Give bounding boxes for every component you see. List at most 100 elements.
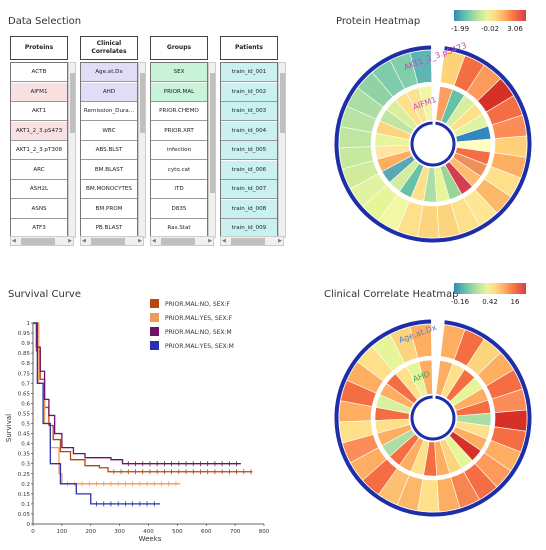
column-list[interactable]: train_id_001 train_id_002 train_id_003 trai… — [220, 62, 278, 240]
list-item[interactable]: AIFM1 — [11, 82, 67, 102]
scrollbar-thumb[interactable] — [210, 73, 215, 193]
survival-series-line — [33, 322, 161, 505]
list-item[interactable]: train_id_005 — [221, 141, 277, 160]
y-tick-label: 0.2 — [21, 482, 30, 488]
scrollbar-thumb[interactable] — [91, 238, 125, 245]
y-tick-label: 0.95 — [18, 331, 31, 337]
column-list[interactable]: SEX PRIOR.MAL PRIOR.CHEMO PRIOR.XRT infectio… — [150, 62, 208, 240]
column-patients: Patients train_id_001 train_id_002 train_id… — [220, 36, 278, 250]
list-item[interactable]: ITD — [151, 180, 207, 199]
list-item[interactable]: D835 — [151, 199, 207, 219]
scrollbar-thumb[interactable] — [70, 73, 75, 133]
x-tick-label: 100 — [57, 529, 68, 535]
scroll-right-icon[interactable]: ▶ — [68, 238, 72, 244]
y-tick-label: 0.5 — [21, 422, 30, 428]
scroll-left-icon[interactable]: ◀ — [12, 238, 16, 244]
list-item[interactable]: AKT1 — [11, 102, 67, 121]
list-item[interactable]: WBC — [81, 121, 137, 141]
list-item[interactable]: ASH2L — [11, 180, 67, 199]
legend-label[interactable]: PRIOR.MAL:NO, SEX:F — [165, 301, 231, 308]
list-item[interactable]: ACTB — [11, 63, 67, 82]
horizontal-scrollbar[interactable]: ◀ ▶ — [220, 236, 284, 246]
list-item[interactable]: PRIOR.XRT — [151, 121, 207, 141]
legend-label[interactable]: PRIOR.MAL:NO, SEX:M — [165, 329, 232, 336]
list-item[interactable]: infection — [151, 141, 207, 160]
list-item[interactable]: train_id_008 — [221, 199, 277, 219]
scrollbar-thumb[interactable] — [231, 238, 265, 245]
y-tick-label: 0.7 — [21, 381, 30, 387]
legend-swatch[interactable] — [150, 341, 159, 350]
list-item[interactable]: BM.MONOCYTES — [81, 180, 137, 199]
list-item[interactable]: ASNS — [11, 199, 67, 219]
x-tick-label: 600 — [201, 529, 212, 535]
list-item[interactable]: cyto.cat — [151, 160, 207, 180]
horizontal-scrollbar[interactable]: ◀ ▶ — [80, 236, 144, 246]
list-item[interactable]: train_id_007 — [221, 180, 277, 199]
column-groups: Groups SEX PRIOR.MAL PRIOR.CHEMO PRIOR.XRT in… — [150, 36, 208, 250]
x-tick-label: 500 — [172, 529, 183, 535]
scroll-left-icon[interactable]: ◀ — [222, 238, 226, 244]
scroll-right-icon[interactable]: ▶ — [208, 238, 212, 244]
survival-legend[interactable]: PRIOR.MAL:NO, SEX:F PRIOR.MAL:YES, SEX:F P… — [150, 299, 234, 350]
list-item[interactable]: ARC — [11, 160, 67, 180]
survival-x-label: Weeks — [139, 535, 162, 543]
y-tick-label: 0.8 — [21, 361, 30, 367]
scroll-left-icon[interactable]: ◀ — [82, 238, 86, 244]
list-item[interactable]: SEX — [151, 63, 207, 82]
scrollbar-thumb[interactable] — [280, 73, 285, 133]
protein-heatmap-title: Protein Heatmap — [336, 16, 421, 27]
data-selection-title: Data Selection — [8, 16, 82, 27]
y-tick-label: 0 — [27, 522, 31, 528]
list-item[interactable]: ABS.BLST — [81, 141, 137, 160]
list-item[interactable]: AKT1_2_3.pT308 — [11, 141, 67, 160]
scrollbar-thumb[interactable] — [140, 73, 145, 133]
list-item[interactable]: PRIOR.CHEMO — [151, 102, 207, 121]
list-item[interactable]: Remission_Dura... — [81, 102, 137, 121]
list-item[interactable]: train_id_004 — [221, 121, 277, 141]
y-tick-label: 0.4 — [21, 442, 30, 448]
survival-axes: 0 100 200 300 400 500 600 700 800 0 0.05 0.1 0.15 0.2… — [18, 321, 270, 535]
clinical-heatmap-title: Clinical Correlate Heatmap — [324, 289, 459, 300]
list-item[interactable]: train_id_006 — [221, 160, 277, 180]
legend-label[interactable]: PRIOR.MAL:YES, SEX:F — [165, 315, 233, 322]
x-tick-label: 400 — [143, 529, 154, 535]
scroll-right-icon[interactable]: ▶ — [138, 238, 142, 244]
x-tick-label: 700 — [230, 529, 241, 535]
y-tick-label: 0.05 — [18, 512, 31, 518]
y-tick-label: 0.9 — [21, 341, 30, 347]
y-tick-label: 0.6 — [21, 401, 30, 407]
column-list[interactable]: Age.at.Dx AHD Remission_Dura... WBC ABS.BLST… — [80, 62, 138, 240]
x-tick-label: 200 — [86, 529, 97, 535]
column-clinical-correlates: Clinical Correlates Age.at.Dx AHD Remission… — [80, 36, 138, 250]
scrollbar-thumb[interactable] — [21, 238, 55, 245]
horizontal-scrollbar[interactable]: ◀ ▶ — [150, 236, 214, 246]
list-item[interactable]: train_id_002 — [221, 82, 277, 102]
scroll-right-icon[interactable]: ▶ — [278, 238, 282, 244]
scroll-left-icon[interactable]: ◀ — [152, 238, 156, 244]
list-item[interactable]: AKT1_2_3.pS473 — [11, 121, 67, 141]
survival-title: Survival Curve — [8, 289, 81, 300]
legend-label[interactable]: PRIOR.MAL:YES, SEX:M — [165, 343, 234, 350]
column-list[interactable]: ACTB AIFM1 AKT1 AKT1_2_3.pS473 AKT1_2_3.pT30… — [10, 62, 68, 240]
column-header: Patients — [220, 36, 278, 60]
legend-swatch[interactable] — [150, 299, 159, 308]
y-tick-label: 0.85 — [18, 351, 31, 357]
column-header: Clinical Correlates — [80, 36, 138, 60]
list-item[interactable]: AHD — [81, 82, 137, 102]
list-item[interactable]: train_id_001 — [221, 63, 277, 82]
legend-swatch[interactable] — [150, 327, 159, 336]
horizontal-scrollbar[interactable]: ◀ ▶ — [10, 236, 74, 246]
column-header: Groups — [150, 36, 208, 60]
legend-swatch[interactable] — [150, 313, 159, 322]
x-tick-label: 0 — [31, 529, 35, 535]
scrollbar-thumb[interactable] — [161, 238, 195, 245]
y-tick-label: 0.35 — [18, 452, 31, 458]
y-tick-label: 0.55 — [18, 411, 31, 417]
list-item[interactable]: BM.BLAST — [81, 160, 137, 180]
y-tick-label: 0.15 — [18, 492, 31, 498]
list-item[interactable]: BM.PROM — [81, 199, 137, 219]
list-item[interactable]: PRIOR.MAL — [151, 82, 207, 102]
list-item[interactable]: Age.at.Dx — [81, 63, 137, 82]
list-item[interactable]: train_id_003 — [221, 102, 277, 121]
